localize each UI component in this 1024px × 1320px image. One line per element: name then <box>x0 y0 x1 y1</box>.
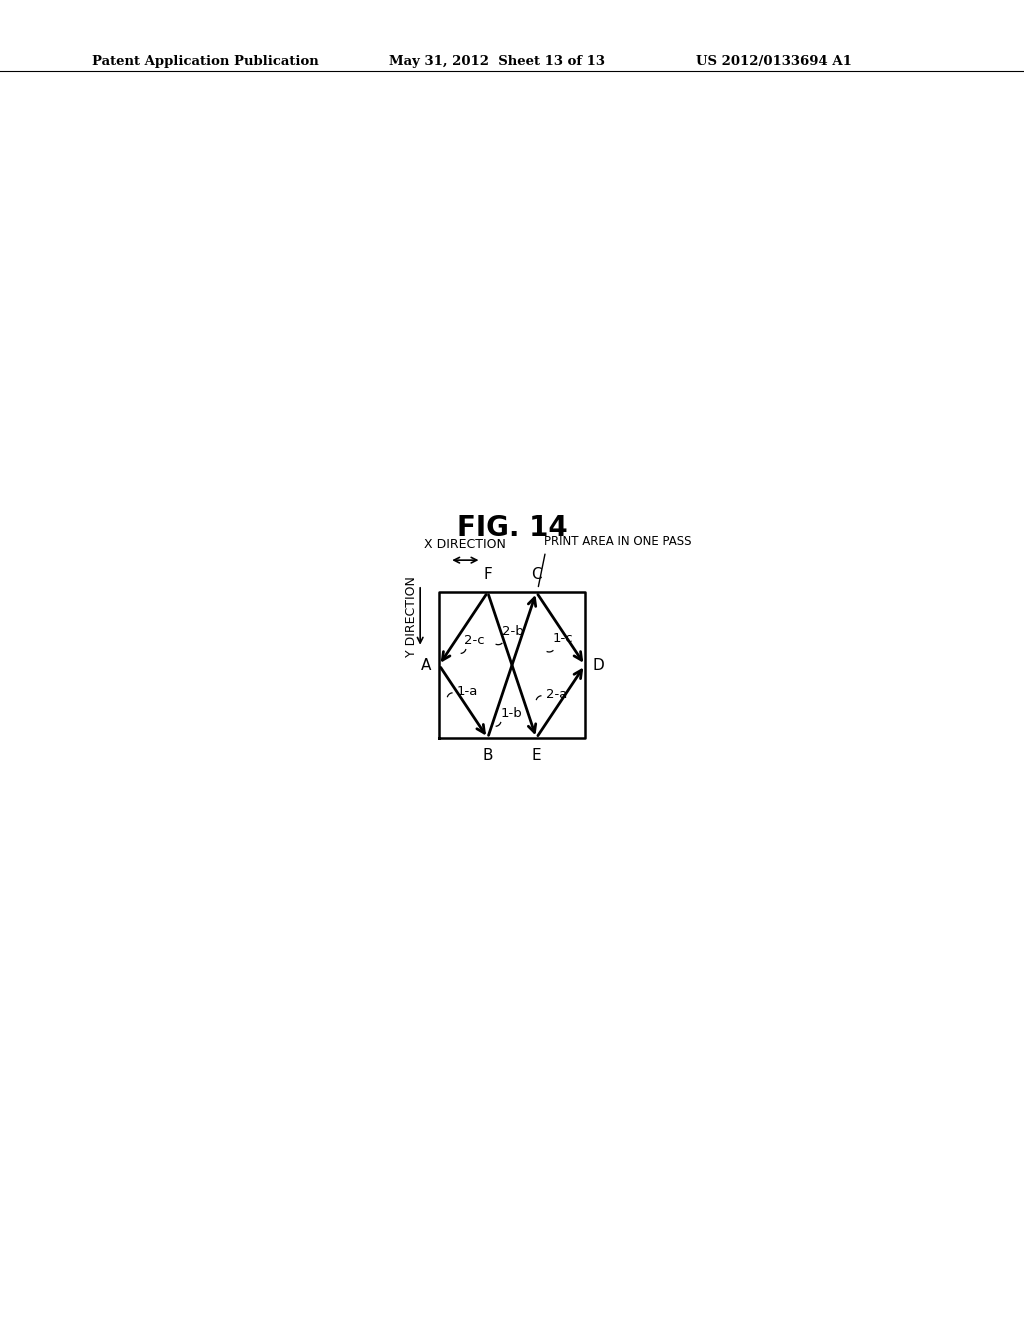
Text: PRINT AREA IN ONE PASS: PRINT AREA IN ONE PASS <box>544 536 691 549</box>
Text: B: B <box>482 748 493 763</box>
Text: 1-a: 1-a <box>457 685 478 698</box>
Text: US 2012/0133694 A1: US 2012/0133694 A1 <box>696 55 852 69</box>
Text: E: E <box>531 748 541 763</box>
Text: D: D <box>593 657 604 673</box>
Text: C: C <box>531 568 542 582</box>
Text: Patent Application Publication: Patent Application Publication <box>92 55 318 69</box>
Text: 1-c: 1-c <box>553 632 573 645</box>
Text: May 31, 2012  Sheet 13 of 13: May 31, 2012 Sheet 13 of 13 <box>389 55 605 69</box>
Text: 2-b: 2-b <box>502 626 523 638</box>
Text: F: F <box>483 568 492 582</box>
Text: FIG. 14: FIG. 14 <box>457 513 567 543</box>
Text: X DIRECTION: X DIRECTION <box>424 539 506 552</box>
Text: 1-b: 1-b <box>501 706 522 719</box>
Text: 2-a: 2-a <box>546 688 567 701</box>
Text: Y DIRECTION: Y DIRECTION <box>404 577 418 657</box>
Text: 2-c: 2-c <box>464 634 484 647</box>
Text: A: A <box>421 657 431 673</box>
